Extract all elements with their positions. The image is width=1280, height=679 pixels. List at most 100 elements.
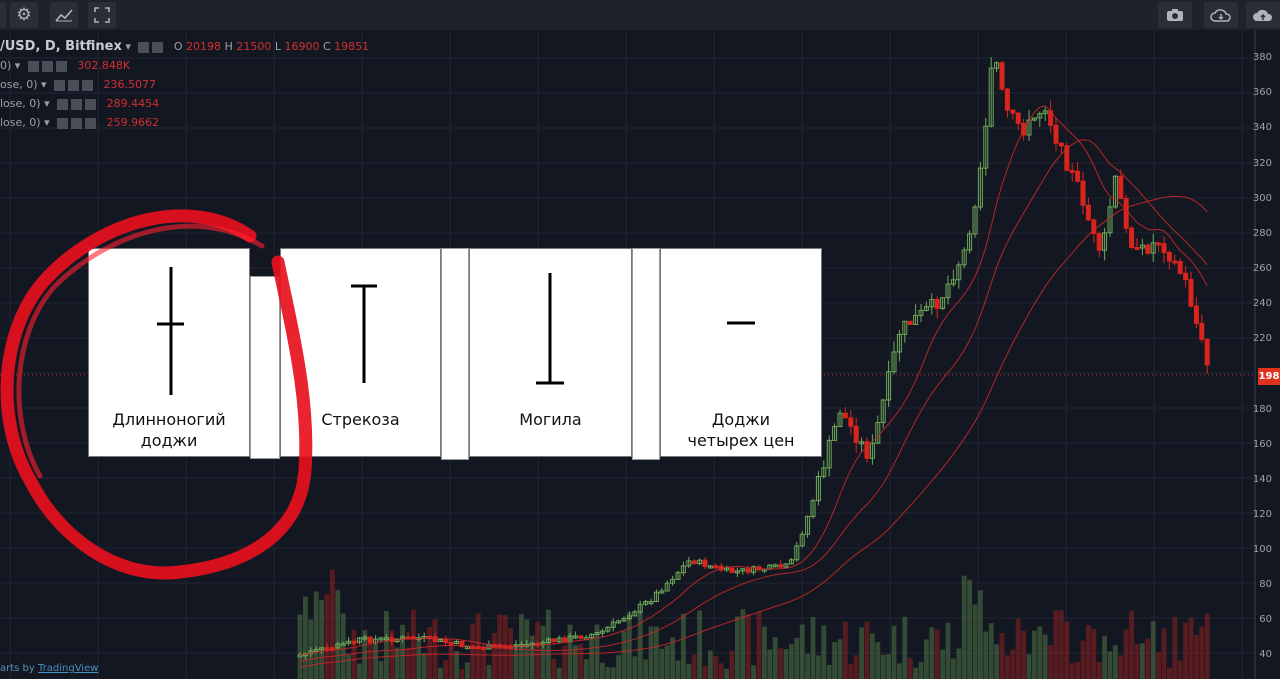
volume-bar bbox=[805, 653, 810, 679]
volume-bar bbox=[1032, 630, 1037, 679]
gravestone-doji-icon bbox=[536, 273, 564, 385]
chevron-down-icon[interactable]: ▾ bbox=[121, 40, 131, 53]
price-tick: 380 bbox=[1252, 52, 1272, 63]
candle-body bbox=[783, 563, 789, 568]
indicator-label[interactable]: lose, 0) bbox=[0, 97, 41, 110]
volume-bar bbox=[438, 667, 443, 679]
candle-body bbox=[983, 125, 989, 169]
candle-body bbox=[589, 633, 595, 639]
volume-bar bbox=[573, 645, 578, 679]
volume-bar bbox=[1021, 631, 1026, 679]
candle-body bbox=[853, 425, 859, 443]
volume-bar bbox=[605, 667, 611, 679]
candle-body bbox=[886, 371, 892, 401]
fullscreen-icon[interactable] bbox=[88, 2, 116, 28]
indicator-icons[interactable] bbox=[27, 57, 70, 76]
volume-bar bbox=[1015, 618, 1021, 679]
candle-body bbox=[1080, 180, 1086, 206]
volume-bar bbox=[897, 663, 902, 679]
publish-icon[interactable] bbox=[1246, 2, 1280, 28]
close-value: 19851 bbox=[334, 40, 370, 53]
volume-bar bbox=[934, 629, 940, 679]
candle-body bbox=[929, 299, 935, 308]
volume-bar bbox=[308, 619, 314, 679]
candle-body bbox=[659, 590, 665, 594]
volume-bar bbox=[319, 599, 324, 679]
volume-bar bbox=[524, 619, 530, 679]
indicator-label[interactable]: ose, 0) bbox=[0, 78, 38, 91]
candle-body bbox=[346, 640, 352, 644]
volume-bar bbox=[529, 635, 535, 679]
candle-body bbox=[967, 233, 973, 251]
candle-body bbox=[1150, 242, 1156, 254]
candle-body bbox=[653, 591, 659, 603]
candle-body bbox=[1037, 113, 1043, 119]
volume-bar bbox=[600, 662, 605, 679]
indicator-label[interactable]: lose, 0) bbox=[0, 116, 41, 129]
indicator-icons[interactable] bbox=[54, 76, 96, 95]
indicator-icons[interactable] bbox=[57, 95, 99, 114]
volume-bar bbox=[891, 625, 897, 679]
indicator-row: ose, 0) ▾ 236.5077 bbox=[0, 75, 369, 94]
volume-bar bbox=[1026, 654, 1032, 679]
volume-bar bbox=[1172, 617, 1178, 679]
cloud-save-icon[interactable] bbox=[1204, 2, 1238, 28]
candle-body bbox=[1156, 242, 1162, 246]
indicators-icon[interactable] bbox=[50, 2, 78, 28]
candle-body bbox=[616, 620, 622, 624]
tradingview-link[interactable]: TradingView bbox=[38, 663, 99, 674]
high-value: 21500 bbox=[236, 40, 272, 53]
price-tick: 60 bbox=[1259, 614, 1272, 625]
indicator-label[interactable]: 0) bbox=[0, 59, 12, 72]
volume-bar bbox=[1059, 610, 1064, 679]
candle-body bbox=[794, 545, 800, 561]
camera-icon[interactable] bbox=[1158, 2, 1192, 28]
volume-bar bbox=[583, 659, 589, 679]
volume-bar bbox=[664, 645, 670, 679]
volume-bar bbox=[432, 619, 438, 679]
candle-body bbox=[551, 638, 557, 643]
indicator-value: 289.4454 bbox=[106, 97, 160, 110]
moving-average-line bbox=[299, 195, 1208, 668]
volume-bar bbox=[1080, 640, 1086, 679]
chart-toolbar: ⚙ bbox=[0, 0, 1280, 30]
indicator-row: lose, 0) ▾ 259.9662 bbox=[0, 113, 369, 132]
candle-body bbox=[367, 636, 373, 643]
volume-bar bbox=[1123, 629, 1129, 679]
indicator-icons[interactable] bbox=[57, 114, 99, 133]
volume-bar bbox=[405, 647, 411, 679]
gear-icon[interactable]: ⚙ bbox=[10, 2, 38, 28]
candle-body bbox=[599, 630, 605, 634]
candle-body bbox=[1199, 322, 1205, 340]
indicator-row: lose, 0) ▾ 289.4454 bbox=[0, 94, 369, 113]
volume-bar bbox=[1086, 625, 1091, 679]
candle-body bbox=[1183, 272, 1189, 280]
candle-body bbox=[1010, 109, 1016, 114]
volume-bar bbox=[826, 664, 832, 679]
candle-body bbox=[1134, 246, 1140, 250]
candle-body bbox=[313, 648, 319, 652]
candle-body bbox=[848, 417, 854, 427]
volume-bar bbox=[1064, 621, 1070, 679]
volume-bar bbox=[556, 667, 562, 679]
legend-series-icons[interactable] bbox=[138, 38, 166, 57]
volume-bar bbox=[454, 651, 459, 679]
volume-bar bbox=[1167, 667, 1172, 679]
volume-bar bbox=[1005, 655, 1010, 679]
volume-bar bbox=[411, 609, 416, 679]
indicator-row: 0) ▾ 302.848K bbox=[0, 56, 369, 75]
candle-body bbox=[1102, 232, 1108, 251]
volume-bar bbox=[713, 656, 719, 679]
candle-body bbox=[1118, 175, 1124, 200]
card-label: Могила bbox=[519, 410, 582, 429]
candle-body bbox=[1161, 243, 1167, 253]
volume-bar bbox=[1140, 643, 1145, 679]
candle-body bbox=[859, 441, 865, 445]
volume-bar bbox=[324, 594, 330, 679]
volume-bar bbox=[389, 630, 395, 679]
candle-body bbox=[680, 565, 686, 574]
volume-bar bbox=[945, 622, 951, 679]
volume-bar bbox=[799, 624, 805, 679]
candle-body bbox=[772, 564, 778, 568]
symbol-title[interactable]: /USD, D, Bitfinex bbox=[0, 39, 122, 54]
